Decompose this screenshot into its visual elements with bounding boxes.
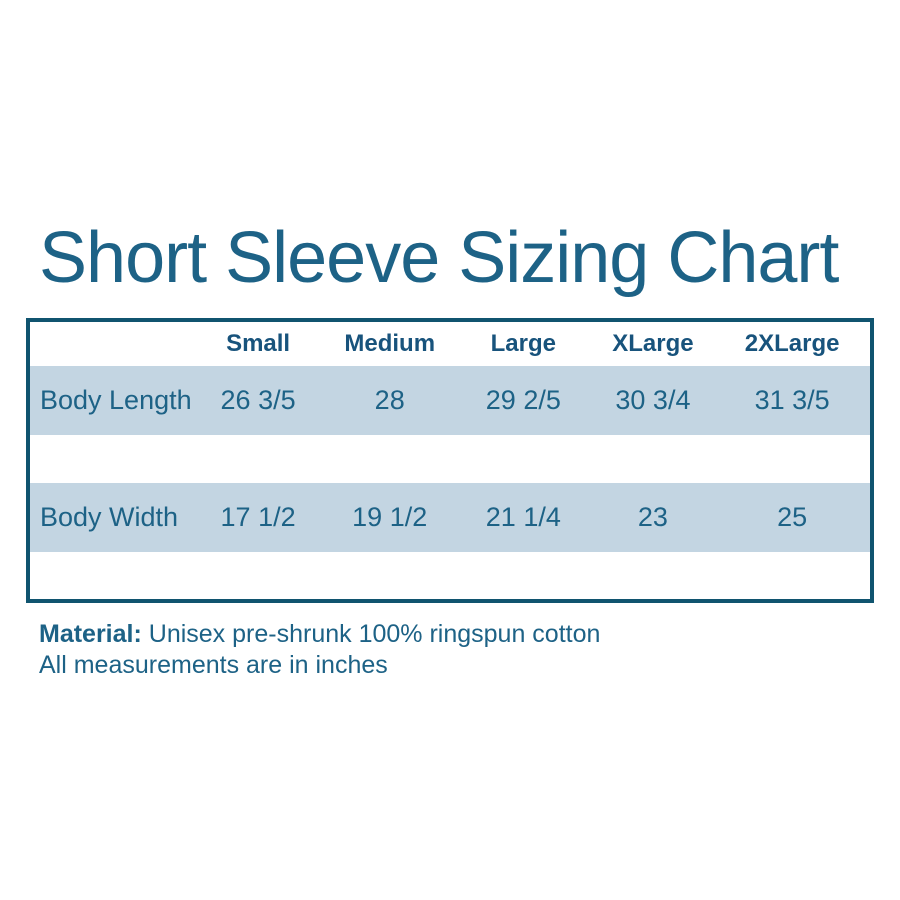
material-label: Material: <box>39 620 142 648</box>
body-width-large-value: 21 1/4 <box>485 502 561 532</box>
body-width-2xlarge-value: 25 <box>777 502 808 532</box>
column-header-blank <box>28 320 192 366</box>
body-length-xlarge-value: 30 3/4 <box>615 385 691 415</box>
spacer-row-bottom <box>28 552 872 601</box>
row-label-body-width: Body Width <box>40 502 179 532</box>
page-title: Short Sleeve Sizing Chart <box>39 218 839 298</box>
column-header-small: Small <box>191 320 325 366</box>
spacer-row <box>28 435 872 483</box>
material-line: Material: Unisex pre-shrunk 100% ringspu… <box>39 619 874 650</box>
row-label-body-length: Body Length <box>40 385 192 415</box>
body-length-small-value: 26 3/5 <box>220 385 296 415</box>
column-header-large: Large <box>455 320 592 366</box>
table-row-body-width: Body Width 17 1/2 19 1/2 21 1/4 23 25 <box>28 483 872 552</box>
sizing-table: Small Medium Large XLarge 2XLarge Body L… <box>26 318 874 603</box>
body-width-xlarge-value: 23 <box>637 502 668 532</box>
spacer-cell <box>28 552 872 601</box>
body-length-2xlarge-value: 31 3/5 <box>754 385 830 415</box>
body-length-large-value: 29 2/5 <box>485 385 561 415</box>
spacer-cell <box>28 435 872 483</box>
footer-notes: Material: Unisex pre-shrunk 100% ringspu… <box>26 619 874 681</box>
sizing-chart-page: Short Sleeve Sizing Chart Small Medium L… <box>26 218 874 681</box>
column-header-medium: Medium <box>324 320 455 366</box>
body-width-medium-value: 19 1/2 <box>352 502 428 532</box>
measurements-note: All measurements are in inches <box>39 651 388 679</box>
body-width-small-value: 17 1/2 <box>220 502 296 532</box>
header-row: Small Medium Large XLarge 2XLarge <box>28 320 872 366</box>
material-value: Unisex pre-shrunk 100% ringspun cotton <box>148 620 601 648</box>
body-length-medium-value: 28 <box>374 385 405 415</box>
column-header-2xlarge: 2XLarge <box>714 320 872 366</box>
column-header-xlarge: XLarge <box>591 320 715 366</box>
table-row-body-length: Body Length 26 3/5 28 29 2/5 30 3/4 31 3… <box>28 366 872 435</box>
